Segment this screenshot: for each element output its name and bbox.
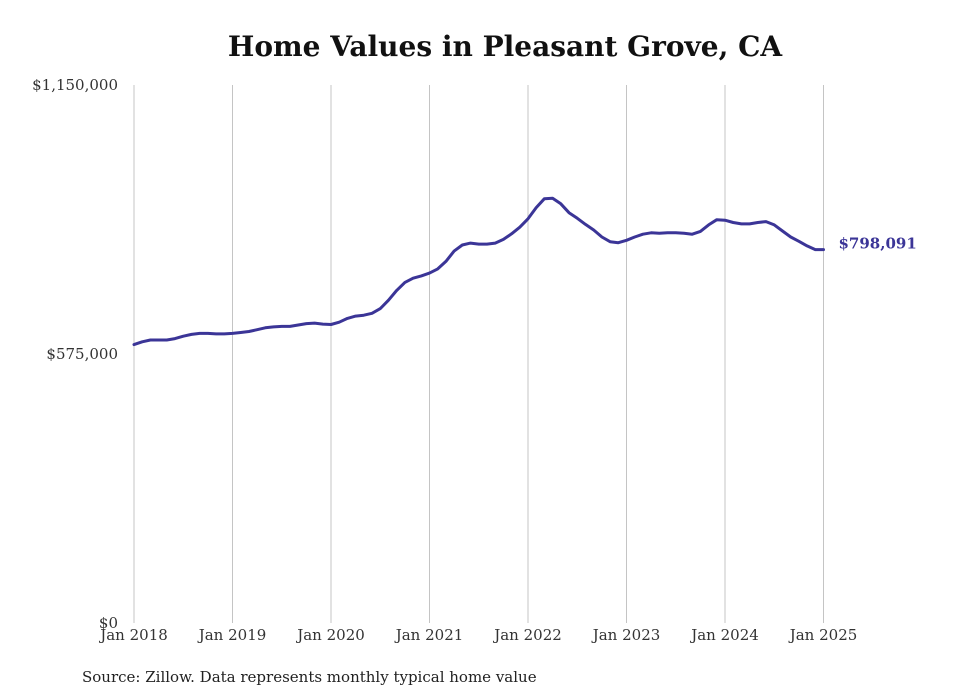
- x-tick-label: Jan 2018: [98, 626, 168, 644]
- x-tick-label: Jan 2023: [591, 626, 661, 644]
- y-axis: $0 $575,000 $1,150,000: [32, 76, 118, 632]
- y-tick-label: $575,000: [46, 345, 118, 363]
- x-tick-label: Jan 2022: [492, 626, 562, 644]
- x-tick-label: Jan 2024: [689, 626, 759, 644]
- x-axis: Jan 2018 Jan 2019 Jan 2020 Jan 2021 Jan 2022…: [98, 626, 857, 644]
- y-tick-label: $0: [99, 614, 118, 632]
- x-tick-label: Jan 2025: [788, 626, 858, 644]
- x-tick-label: Jan 2020: [295, 626, 365, 644]
- end-value-label: $798,091: [839, 235, 917, 253]
- grid-lines: [133, 85, 824, 623]
- series-group: [132, 196, 825, 347]
- series-line-0: [132, 196, 825, 347]
- x-tick-label: Jan 2021: [394, 626, 464, 644]
- chart-title: Home Values in Pleasant Grove, CA: [227, 30, 783, 63]
- y-tick-label: $1,150,000: [32, 76, 118, 94]
- x-tick-label: Jan 2019: [197, 626, 267, 644]
- label-group: $798,091: [839, 235, 917, 253]
- source-note: Source: Zillow. Data represents monthly …: [82, 668, 537, 686]
